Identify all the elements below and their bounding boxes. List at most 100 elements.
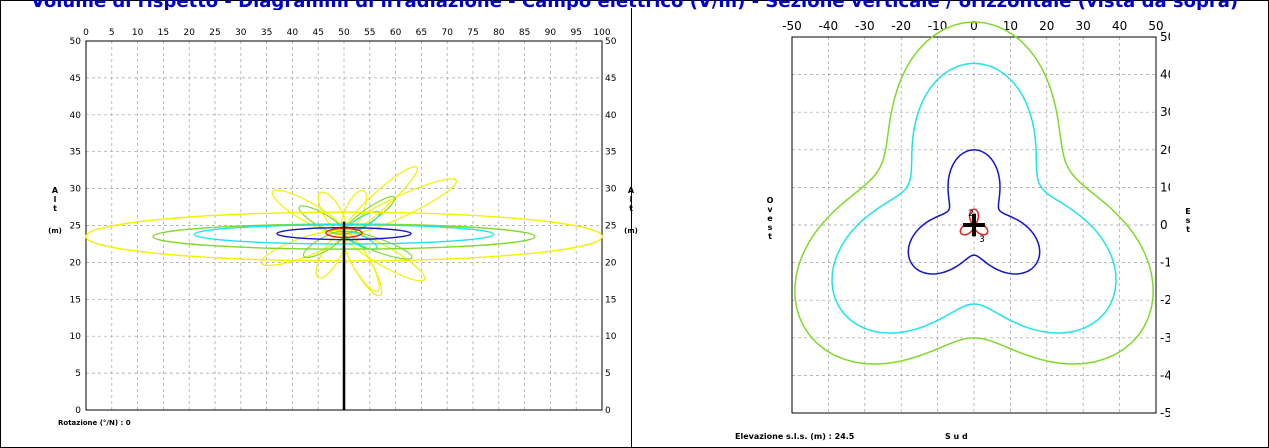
x-tick-label: 50: [1148, 19, 1163, 33]
y-tick-label: 15: [70, 295, 81, 305]
y-label-letter: t: [53, 204, 57, 213]
y-tick-label-right: 50: [605, 37, 617, 47]
x-tick-label: 40: [1112, 19, 1127, 33]
south-label: S u d: [945, 432, 968, 441]
x-tick-label: 0: [970, 19, 978, 33]
y-tick-label: 20: [1160, 143, 1170, 157]
x-tick-label: 80: [493, 28, 505, 38]
title-band: Volume di rispetto - Diagrammi di irradi…: [0, 0, 1269, 10]
y-label-letter: A: [627, 186, 635, 195]
x-tick-label: 35: [261, 28, 272, 38]
y-tick-label: 0: [1160, 218, 1168, 232]
panel-divider: [631, 8, 632, 448]
x-tick-label: -40: [819, 19, 839, 33]
x-tick-label: 15: [158, 28, 169, 38]
page-title: Volume di rispetto - Diagrammi di irradi…: [0, 0, 1269, 10]
rotation-label: Rotazione (°/N) : 0: [58, 419, 131, 427]
y-label-letter: l: [629, 195, 633, 204]
y-tick-label-right: 35: [605, 148, 616, 158]
east-label: E s t: [1183, 207, 1193, 234]
y-tick-label: 50: [1160, 30, 1170, 44]
west-letter: e: [767, 214, 773, 223]
contour-cyan: [831, 62, 1117, 334]
y-tick-label: 30: [1160, 105, 1170, 119]
x-tick-label: 70: [441, 28, 453, 38]
x-tick-label: 30: [1076, 19, 1091, 33]
y-tick-label: 35: [70, 148, 81, 158]
y-tick-label-right: 20: [605, 258, 617, 268]
y-label-letter: l: [53, 195, 57, 204]
west-letter: O: [766, 196, 774, 205]
vertical-section-chart: 0 5 10 15 20 25 30 35 40 45 50 55 60 65 70 75 80 85 90 95 10…: [70, 28, 617, 416]
west-letter: v: [767, 205, 773, 214]
x-tick-label: 40: [287, 28, 299, 38]
plot-border: [791, 36, 1157, 414]
x-tick-label: 20: [1039, 19, 1054, 33]
x-tick-label: 65: [416, 28, 427, 38]
y-label-unit: (m): [48, 227, 62, 235]
x-tick-label: 100: [593, 28, 610, 38]
y-tick-label: 40: [1160, 68, 1170, 82]
x-tick-label: 30: [235, 28, 247, 38]
y-tick-label: 5: [75, 369, 81, 379]
y-label-letter: t: [629, 204, 633, 213]
y-tick-label-right: 45: [605, 74, 616, 84]
y-tick-label-right: 15: [605, 295, 616, 305]
y-tick-label-right: 40: [605, 111, 617, 121]
x-tick-label: 60: [390, 28, 402, 38]
y-tick-label: 0: [75, 406, 81, 416]
y-tick-label-right: 0: [605, 406, 611, 416]
x-tick-label: 85: [519, 28, 530, 38]
x-tick-label: 50: [338, 28, 350, 38]
x-tick-label: 95: [570, 28, 581, 38]
y-tick-label: 50: [70, 37, 82, 47]
y-tick-label: -50: [1160, 406, 1170, 420]
east-letter: E: [1185, 207, 1191, 216]
contour-green: [794, 21, 1154, 365]
contour-blue: [907, 149, 1041, 275]
y-tick-label: -10: [1160, 256, 1170, 270]
x-tick-label: 0: [83, 28, 89, 38]
y-tick-label-right: 10: [605, 332, 617, 342]
x-tick-label: 5: [109, 28, 115, 38]
x-tick-label: 75: [467, 28, 478, 38]
west-label: O v e s t: [765, 196, 775, 241]
x-tick-label: 25: [209, 28, 220, 38]
x-tick-label: 20: [183, 28, 195, 38]
left-y-label-right: A l t (m): [624, 186, 638, 236]
west-letter: s: [767, 223, 773, 232]
east-letter: t: [1186, 225, 1190, 234]
x-tick-label: 10: [132, 28, 144, 38]
y-tick-label: -30: [1160, 331, 1170, 345]
y-tick-label: -20: [1160, 293, 1170, 307]
x-tick-label: 10: [1003, 19, 1018, 33]
horizontal-section-chart: -50-40-30-20-1001020304050-50-40-30-20-1…: [782, 19, 1170, 420]
east-letter: s: [1185, 216, 1191, 225]
y-tick-label: 10: [1160, 180, 1170, 194]
y-tick-label: 30: [70, 185, 82, 195]
y-tick-label: 40: [70, 111, 82, 121]
left-y-label-left: A l t (m): [48, 186, 62, 236]
y-tick-label-right: 5: [605, 369, 611, 379]
y-tick-label: 25: [70, 222, 81, 232]
side-lobe: [343, 178, 458, 236]
elevation-label: Elevazione s.l.s. (m) : 24.5: [735, 432, 855, 441]
y-tick-label-right: 25: [605, 222, 616, 232]
x-tick-label: -30: [855, 19, 875, 33]
x-tick-label: 90: [545, 28, 557, 38]
y-tick-label: -40: [1160, 368, 1170, 382]
x-tick-label: 55: [364, 28, 375, 38]
y-tick-label: 45: [70, 74, 81, 84]
x-tick-label: 45: [312, 28, 323, 38]
x-tick-label: -10: [928, 19, 948, 33]
y-label-unit: (m): [624, 227, 638, 235]
y-tick-label: 10: [70, 332, 82, 342]
y-label-letter: A: [51, 186, 59, 195]
contour-label: 3: [979, 235, 985, 245]
x-tick-label: -20: [891, 19, 911, 33]
y-tick-label: 20: [70, 258, 82, 268]
x-tick-label: -50: [782, 19, 802, 33]
contour-label: 2: [968, 209, 974, 219]
y-tick-label-right: 30: [605, 185, 617, 195]
west-letter: t: [768, 232, 772, 241]
